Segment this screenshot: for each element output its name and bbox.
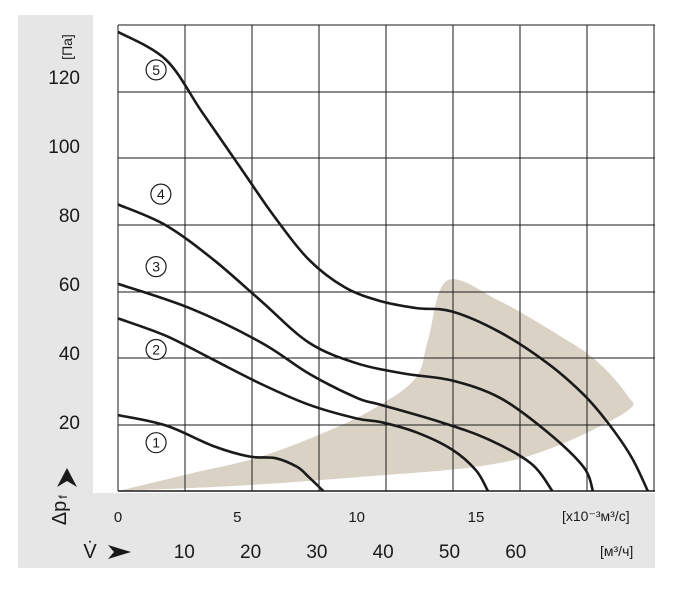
x-unit-primary: [x10⁻³м³/с] xyxy=(562,508,630,524)
curve-label-1: 1 xyxy=(152,435,160,451)
y-tick-label: 60 xyxy=(59,275,80,296)
operating-region xyxy=(118,279,634,491)
curve-label-circle-3 xyxy=(145,256,167,278)
x-axis-arrow-icon xyxy=(108,545,131,559)
x-tick-label-secondary: 40 xyxy=(373,542,394,563)
x-axis-band xyxy=(18,493,655,568)
curve-label-circle-2 xyxy=(145,338,167,361)
curve-5 xyxy=(117,30,649,492)
curve-label-layer: 1 2 3 4 5 xyxy=(145,59,172,454)
curve-4 xyxy=(117,203,595,492)
curve-label-circle-4 xyxy=(150,183,172,205)
curve-2 xyxy=(117,317,490,492)
y-axis-label: Δp xyxy=(49,501,71,525)
y-tick-label: 20 xyxy=(59,413,80,434)
x-tick-label-secondary: 30 xyxy=(306,542,327,563)
y-tick-label: 120 xyxy=(48,68,80,89)
x-tick-label-secondary: 10 xyxy=(174,542,195,563)
curve-label-3: 3 xyxy=(152,259,160,275)
y-tick-label: 40 xyxy=(59,344,80,365)
curve-label-5: 5 xyxy=(152,62,160,78)
operating-region-layer xyxy=(118,279,634,491)
x-axis-label: V̇ xyxy=(83,541,97,563)
y-axis-label-subscript: f xyxy=(56,495,70,499)
curve-3 xyxy=(117,282,554,492)
curve-label-circle-1 xyxy=(145,432,167,454)
x-tick-label-primary: 15 xyxy=(468,509,485,526)
y-axis-arrow-icon xyxy=(57,468,77,487)
x-tick-label-primary: 0 xyxy=(114,509,122,526)
curve-label-circle-5 xyxy=(145,59,167,81)
y-axis-band xyxy=(18,15,93,540)
grid-layer xyxy=(117,24,655,492)
curve-label-4: 4 xyxy=(157,186,165,202)
curve-label-2: 2 xyxy=(152,341,160,357)
curve-layer xyxy=(117,30,649,492)
y-tick-label: 100 xyxy=(48,137,80,158)
x-tick-label-primary: 5 xyxy=(233,509,241,526)
y-tick-label: 80 xyxy=(59,206,80,227)
x-tick-label-secondary: 50 xyxy=(439,542,460,563)
x-tick-label-primary: 10 xyxy=(348,509,365,526)
x-tick-label-secondary: 20 xyxy=(240,542,261,563)
y-unit-label: [Па] xyxy=(59,34,75,60)
x-unit-secondary: [м³/ч] xyxy=(600,543,633,559)
curve-1 xyxy=(117,413,325,492)
x-tick-label-secondary: 60 xyxy=(505,542,526,563)
